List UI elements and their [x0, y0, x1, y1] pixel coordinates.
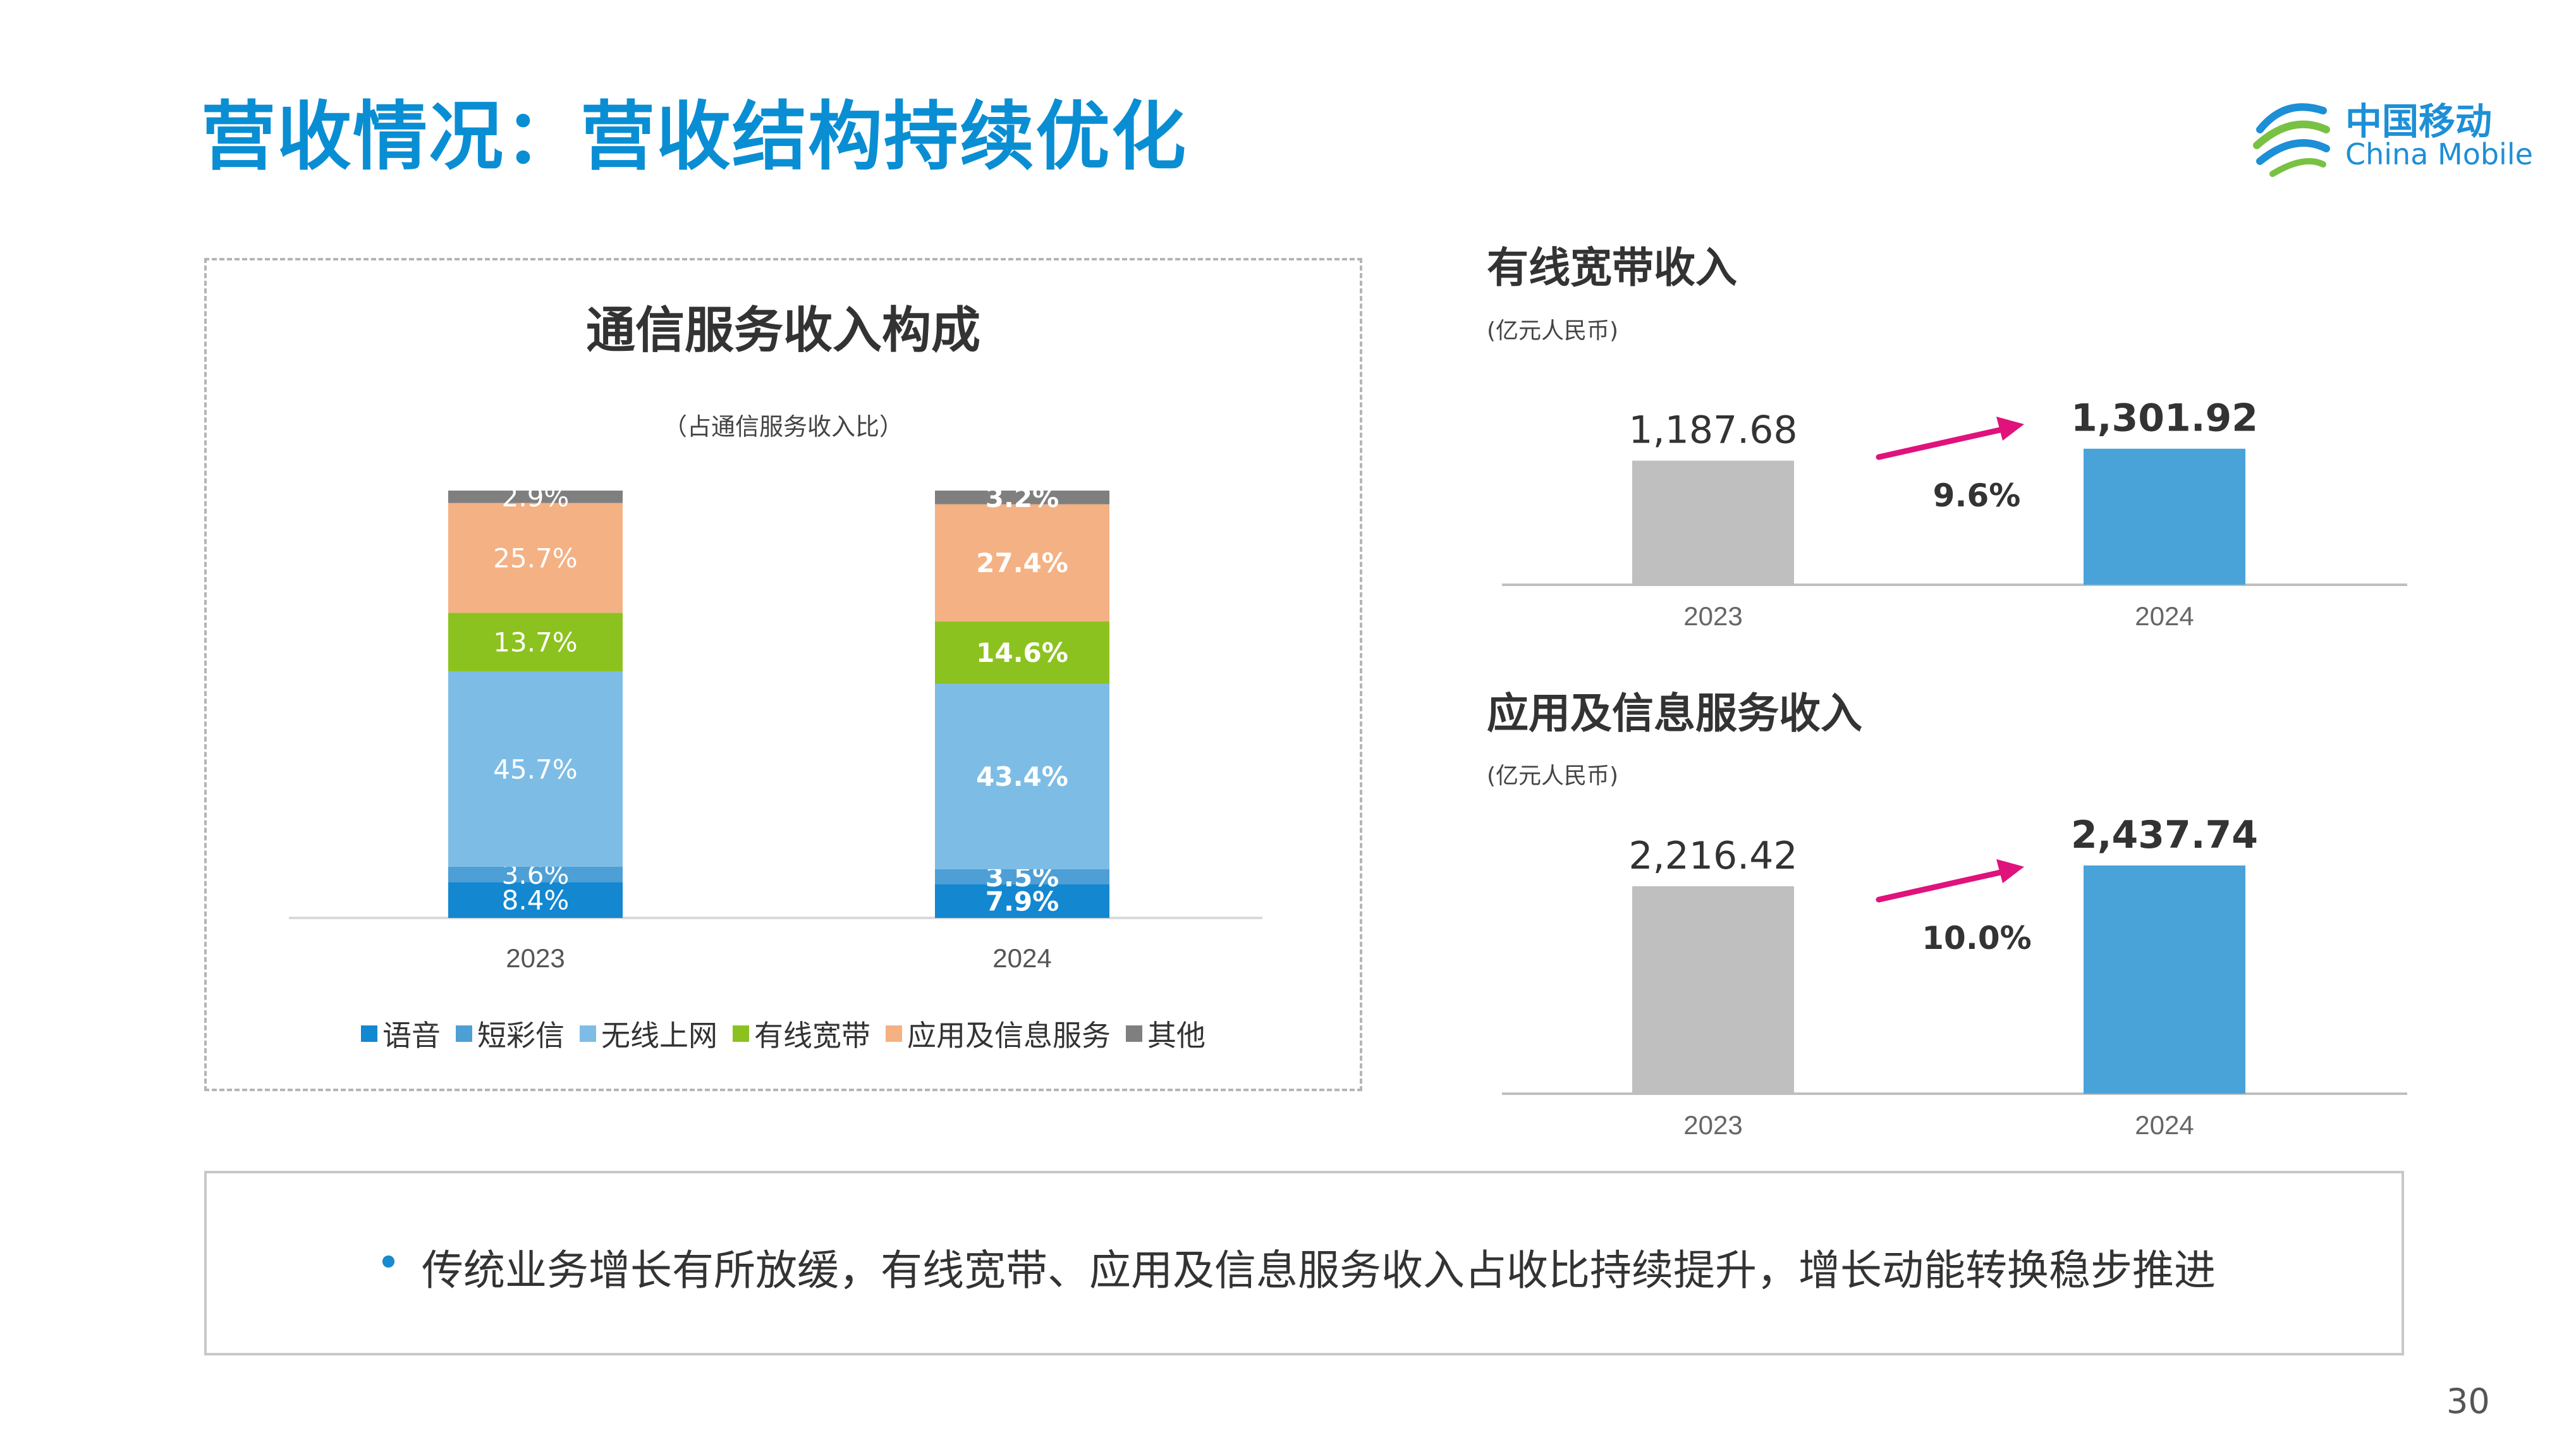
app-info-growth-label: 10.0%	[1922, 920, 2031, 957]
x-tick-label-2024: 2024	[992, 943, 1051, 973]
segment-label-2024-4: 14.6%	[976, 637, 1068, 668]
bar-segment-2024-1	[935, 884, 1109, 918]
segment-label-2023-6: 2.9%	[502, 482, 570, 513]
app-info-x-tick-2023: 2023	[1683, 1110, 1742, 1140]
app-info-value-label-2024: 2,437.74	[2071, 813, 2258, 857]
segment-label-2023-5: 25.7%	[493, 542, 577, 573]
app-info-growth-arrowhead-icon	[1996, 859, 2024, 883]
logo-swirl-icon	[2253, 103, 2330, 177]
bar-segment-2024-2	[935, 869, 1109, 884]
app-info-growth-arrow-icon	[1876, 867, 2015, 903]
bar-segment-2024-6	[935, 491, 1109, 504]
segment-label-2023-1: 8.4%	[502, 885, 570, 916]
legend-label: 无线上网	[601, 1018, 717, 1053]
summary-text: 传统业务增长有所放缓，有线宽带、应用及信息服务收入占收比持续提升，增长动能转换稳…	[422, 1246, 2216, 1295]
segment-label-2023-3: 45.7%	[493, 754, 577, 785]
bar-segment-2023-5	[448, 503, 623, 613]
legend-item: 语音	[361, 1013, 441, 1055]
bar-segment-2024-3	[935, 683, 1109, 869]
stacked-chart-subtitle: （占通信服务收入比）	[662, 413, 903, 441]
broadband-x-tick-2023: 2023	[1683, 601, 1742, 631]
legend-item: 无线上网	[580, 1013, 717, 1055]
bar-segment-2023-2	[448, 866, 623, 883]
legend-swatch	[361, 1025, 377, 1042]
broadband-growth-label: 9.6%	[1933, 477, 2021, 514]
legend-swatch	[580, 1025, 596, 1042]
segment-label-2024-5: 27.4%	[976, 547, 1068, 578]
summary-bullet-icon: •	[376, 1238, 401, 1287]
legend-item: 有线宽带	[733, 1013, 870, 1055]
segment-label-2024-3: 43.4%	[976, 761, 1068, 792]
legend-label: 其他	[1147, 1018, 1206, 1053]
segment-label-2024-6: 3.2%	[986, 482, 1059, 513]
bar-segment-2024-4	[935, 621, 1109, 684]
stacked-chart-title: 通信服务收入构成	[585, 302, 980, 359]
x-tick-label-2023: 2023	[506, 943, 565, 973]
legend-swatch	[1126, 1025, 1142, 1042]
legend-swatch	[886, 1025, 902, 1042]
broadband-bar-2024	[2084, 448, 2245, 585]
bar-segment-2023-4	[448, 613, 623, 671]
app-info-bar-2023	[1632, 886, 1794, 1094]
legend-swatch	[733, 1025, 749, 1042]
bar-segment-2024-5	[935, 504, 1109, 621]
legend-item: 短彩信	[456, 1013, 565, 1055]
bar-segment-2023-1	[448, 882, 623, 918]
legend-label: 短彩信	[477, 1018, 565, 1053]
comm-revenue-chart-panel: 通信服务收入构成 （占通信服务收入比） 8.4% 3.6% 45.7% 13.7% 25…	[204, 258, 1362, 1091]
broadband-x-tick-2024: 2024	[2135, 601, 2194, 631]
page-number: 30	[2446, 1381, 2490, 1421]
app-info-chart-title: 应用及信息服务收入	[1487, 689, 1862, 738]
legend-item: 其他	[1126, 1013, 1206, 1055]
app-info-unit-label: (亿元人民币)	[1487, 763, 1619, 789]
broadband-bar-2023	[1632, 460, 1794, 585]
bar-segment-2023-3	[448, 671, 623, 867]
broadband-value-label-2024: 1,301.92	[2071, 396, 2258, 441]
segment-label-2024-1: 7.9%	[986, 886, 1059, 917]
logo-cn-text: 中国移动	[2345, 100, 2493, 143]
broadband-chart-title: 有线宽带收入	[1487, 243, 1737, 292]
segment-label-2023-4: 13.7%	[493, 627, 577, 658]
app-info-bar-2024	[2084, 865, 2245, 1094]
bar-segment-2023-6	[448, 491, 623, 503]
legend-label: 应用及信息服务	[907, 1018, 1111, 1053]
slide-title: 营收情况：营收结构持续优化	[201, 93, 1188, 180]
legend-item: 应用及信息服务	[886, 1013, 1111, 1055]
app-info-bar-chart: 2,216.42 2023 2,437.74 2024 10.0%	[1502, 813, 2407, 1140]
legend-swatch	[456, 1025, 472, 1042]
legend-label: 语音	[382, 1018, 441, 1053]
stacked-bar-chart: 8.4%3.6%45.7%13.7%25.7%2.9%20237.9%3.5%4…	[289, 482, 1262, 973]
summary-box: • 传统业务增长有所放缓，有线宽带、应用及信息服务收入占收比持续提升，增长动能转…	[204, 1171, 2404, 1355]
app-info-x-tick-2024: 2024	[2135, 1110, 2194, 1140]
stacked-chart-legend: 语音 短彩信 无线上网 有线宽带 应用及信息服务 其他	[207, 1013, 1360, 1055]
broadband-value-label-2023: 1,187.68	[1628, 408, 1797, 453]
broadband-growth-arrowhead-icon	[1996, 417, 2024, 441]
china-mobile-logo: 中国移动 China Mobile	[2247, 85, 2533, 180]
broadband-unit-label: (亿元人民币)	[1487, 318, 1619, 344]
broadband-growth-arrow-icon	[1876, 424, 2015, 460]
app-info-value-label-2023: 2,216.42	[1628, 834, 1797, 878]
logo-en-text: China Mobile	[2345, 137, 2533, 171]
legend-label: 有线宽带	[754, 1018, 870, 1053]
broadband-bar-chart: 1,187.68 2023 1,301.92 2024 9.6%	[1502, 396, 2407, 631]
